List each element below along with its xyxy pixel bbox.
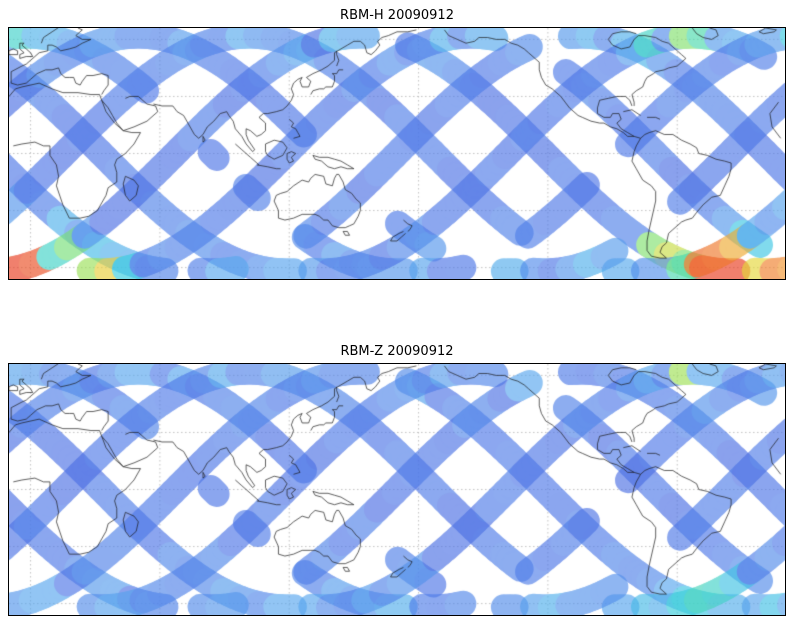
chart-title-rbm-z: RBM-Z 20090912 (340, 344, 454, 359)
panel-rbm-h: RBM-H 20090912 (0, 0, 794, 280)
chart-title-rbm-h: RBM-H 20090912 (340, 8, 454, 23)
map-rbm-z (8, 363, 786, 616)
panel-rbm-z: RBM-Z 20090912 (0, 280, 794, 616)
map-rbm-h (8, 27, 786, 280)
